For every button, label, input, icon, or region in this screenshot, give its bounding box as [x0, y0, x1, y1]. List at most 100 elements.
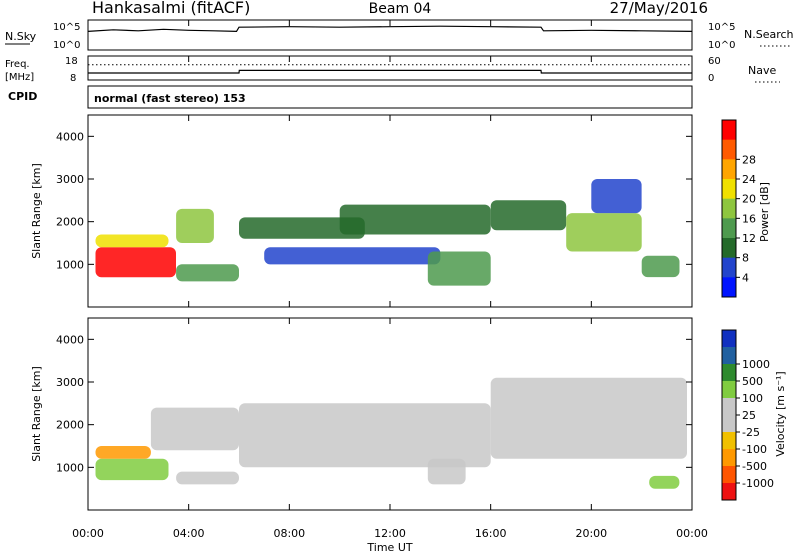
colorbar-swatch: [722, 466, 736, 484]
colorbar-tick-label: 100: [742, 392, 763, 405]
colorbar-swatch: [722, 159, 736, 180]
station-title: Hankasalmi (fitACF): [92, 0, 250, 17]
colorbar-tick-label: 28: [742, 153, 756, 166]
colorbar-tick-label: -500: [742, 460, 767, 473]
colorbar-tick-label: 16: [742, 212, 756, 225]
velocity-ylabel: Slant Range [km]: [30, 366, 43, 462]
colorbar-tick-label: -100: [742, 443, 767, 456]
power-echo-region: [239, 217, 365, 239]
range-tick-label: 3000: [56, 173, 84, 186]
nsky-tick-top: 10^5: [53, 22, 80, 33]
velocity-colorbar-label: Velocity [m s⁻¹]: [774, 371, 787, 456]
colorbar-swatch: [722, 364, 736, 382]
range-tick-label: 1000: [56, 258, 84, 271]
freq-tick-bottom: 8: [70, 73, 76, 84]
time-tick-label: 00:00: [72, 527, 104, 540]
colorbar-tick-label: -25: [742, 426, 760, 439]
range-tick-label: 4000: [56, 130, 84, 143]
colorbar-tick-label: 25: [742, 409, 756, 422]
velocity-echo-region: [176, 471, 239, 485]
colorbar-tick-label: -1000: [742, 477, 774, 490]
colorbar-tick-label: 24: [742, 173, 756, 186]
velocity-echo-region: [649, 475, 680, 489]
power-heatmap: [95, 179, 680, 286]
colorbar-swatch: [722, 432, 736, 450]
velocity-echo-region: [150, 407, 239, 451]
velocity-echo-region: [95, 458, 169, 481]
nsky-line: [87, 25, 693, 33]
range-tick-label: 3000: [56, 376, 84, 389]
nave-tick-top: 60: [708, 56, 721, 67]
power-echo-region: [176, 208, 214, 243]
nsearch-label: N.Search: [744, 28, 794, 41]
power-echo-region: [95, 247, 176, 278]
freq-line: [88, 69, 692, 74]
time-tick-label: 00:00: [676, 527, 708, 540]
power-echo-region: [339, 204, 491, 235]
power-echo-region: [264, 247, 441, 265]
time-xlabel: Time UT: [366, 541, 412, 554]
colorbar-swatch: [722, 120, 736, 141]
time-tick-label: 16:00: [475, 527, 507, 540]
colorbar-swatch: [722, 257, 736, 278]
nsearch-tick-bottom: 10^0: [708, 40, 735, 51]
nsky-tick-bottom: 10^0: [53, 40, 80, 51]
colorbar-swatch: [722, 179, 736, 200]
power-ylabel: Slant Range [km]: [30, 163, 43, 259]
power-echo-region: [95, 234, 169, 248]
time-tick-label: 12:00: [374, 527, 406, 540]
colorbar-tick-label: 20: [742, 193, 756, 206]
colorbar-swatch: [722, 277, 736, 298]
colorbar-swatch: [722, 139, 736, 160]
colorbar-tick-label: 1000: [742, 358, 770, 371]
colorbar-swatch: [722, 218, 736, 239]
power-colorbar: 4 8 12 16 20 24 28: [721, 119, 756, 298]
velocity-echo-region: [427, 458, 466, 485]
velocity-echo-region: [95, 446, 151, 459]
power-echo-region: [176, 264, 239, 282]
velocity-heatmap: [95, 377, 687, 489]
power-colorbar-label: Power [dB]: [758, 182, 771, 242]
colorbar-swatch: [722, 483, 736, 501]
colorbar-swatch: [722, 381, 736, 399]
power-echo-region: [591, 179, 642, 214]
freq-label: Freq.: [5, 59, 30, 70]
colorbar-swatch: [722, 198, 736, 219]
velocity-echo-region: [490, 377, 687, 459]
cpid-panel-frame: [87, 85, 693, 109]
freq-unit: [MHz]: [5, 72, 34, 83]
nsky-label: N.Sky: [5, 30, 37, 43]
colorbar-tick-label: 500: [742, 375, 763, 388]
colorbar-swatch: [722, 415, 736, 433]
colorbar-swatch: [722, 330, 736, 348]
cpid-label: CPID: [8, 90, 37, 103]
power-echo-region: [566, 213, 642, 252]
freq-tick-top: 18: [65, 56, 78, 67]
range-tick-label: 2000: [56, 419, 84, 432]
colorbar-tick-label: 4: [742, 271, 749, 284]
nave-tick-bottom: 0: [708, 73, 714, 84]
nsearch-tick-top: 10^5: [708, 22, 735, 33]
time-tick-label: 08:00: [273, 527, 305, 540]
colorbar-swatch: [722, 238, 736, 259]
colorbar-swatch: [722, 449, 736, 467]
range-tick-label: 4000: [56, 333, 84, 346]
power-echo-region: [641, 255, 680, 278]
beam-label: Beam 04: [369, 1, 432, 17]
date-label: 27/May/2016: [610, 0, 708, 17]
velocity-colorbar: -1000 -500 -100 -25 25 100 500 1000: [721, 329, 774, 501]
nave-label: Nave: [748, 64, 776, 77]
colorbar-swatch: [722, 398, 736, 416]
power-echo-region: [490, 200, 567, 231]
power-echo-region: [427, 251, 491, 286]
colorbar-tick-label: 12: [742, 232, 756, 245]
range-tick-label: 2000: [56, 216, 84, 229]
velocity-echo-region: [239, 403, 491, 468]
colorbar-swatch: [722, 347, 736, 365]
time-tick-label: 04:00: [173, 527, 205, 540]
range-tick-label: 1000: [56, 461, 84, 474]
cpid-text: normal (fast stereo) 153: [94, 92, 246, 105]
time-tick-label: 20:00: [575, 527, 607, 540]
colorbar-tick-label: 8: [742, 252, 749, 265]
